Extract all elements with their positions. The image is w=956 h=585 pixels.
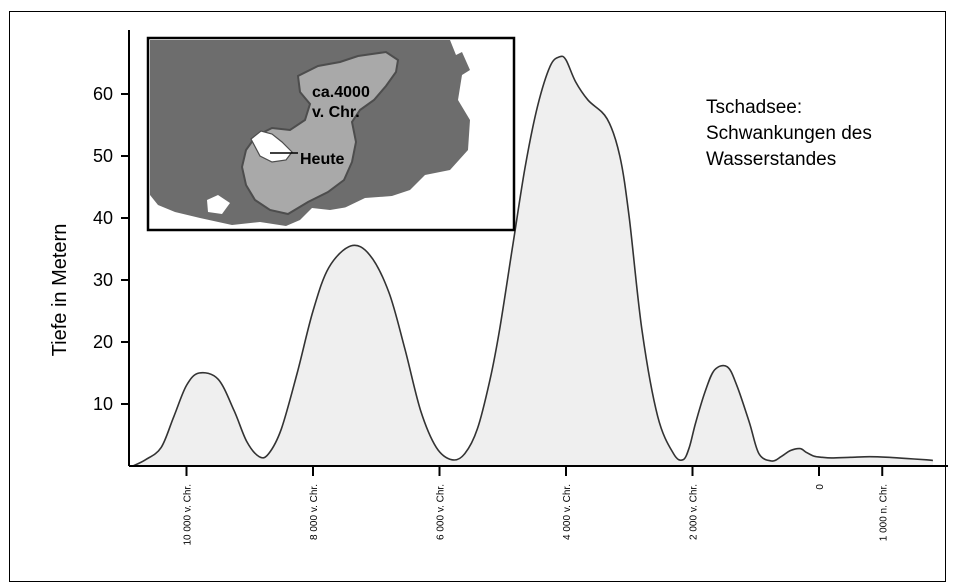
depth-series-line (132, 55, 933, 467)
inset-map: ca.4000 v. Chr. Heute (146, 36, 516, 232)
inset-label-past: v. Chr. (312, 104, 360, 121)
inset-label-today: Heute (300, 151, 345, 168)
y-tick-label: 50 (93, 146, 113, 166)
y-tick-label: 30 (93, 270, 113, 290)
chart-title: Schwankungen des (706, 123, 872, 144)
y-tick-label: 20 (93, 332, 113, 352)
inset-label-past: ca.4000 (312, 84, 370, 101)
x-tick-label: 10 000 v. Chr. (183, 484, 194, 546)
inset-white-patch (207, 195, 230, 214)
y-axis-label: Tiefe in Metern (49, 224, 71, 357)
inset-lake-past (240, 50, 400, 216)
x-tick-label: 0 (815, 484, 826, 490)
x-tick-label: 8 000 v. Chr. (309, 484, 320, 540)
x-tick-label: 6 000 v. Chr. (436, 484, 447, 540)
chart-title: Wasserstandes (706, 149, 836, 170)
depth-area-fill (132, 56, 933, 466)
inset-lake-today (250, 130, 293, 163)
y-tick-label: 10 (93, 394, 113, 414)
chart-title: Tschadsee: (706, 97, 802, 118)
y-ticks: 10 20 30 40 50 60 (93, 84, 129, 414)
x-tick-label: 4 000 v. Chr. (562, 484, 573, 540)
y-tick-label: 60 (93, 84, 113, 104)
x-tick-label: 1 000 n. Chr. (878, 484, 889, 541)
inset-white-patch (340, 196, 400, 216)
x-ticks: 10 000 v. Chr. 8 000 v. Chr. 6 000 v. Chr.… (183, 466, 889, 546)
x-tick-label: 2 000 v. Chr. (689, 484, 700, 540)
y-tick-label: 40 (93, 208, 113, 228)
